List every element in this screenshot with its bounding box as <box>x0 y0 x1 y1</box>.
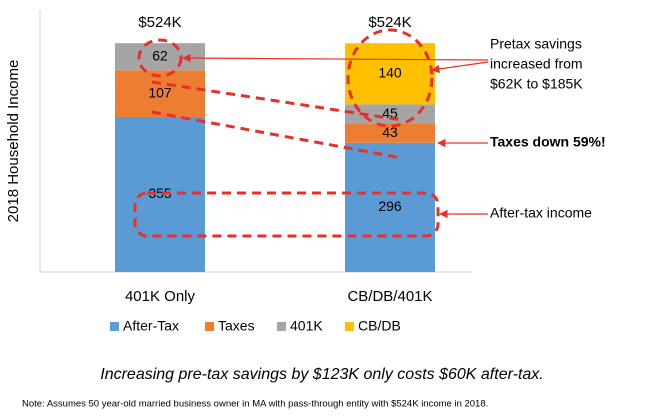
bar-segment <box>345 43 435 105</box>
annotation: Pretax savings <box>490 36 582 52</box>
annotation: After-tax income <box>490 205 592 221</box>
y-axis-label: 2018 Household Income <box>5 60 22 223</box>
legend-label: Taxes <box>218 318 255 334</box>
legend-swatch <box>345 322 354 331</box>
annotation: increased from <box>490 56 583 72</box>
data-label: 296 <box>378 198 402 214</box>
bar-segment <box>115 70 205 117</box>
x-tick-label: 401K Only <box>125 288 196 305</box>
legend-label: After-Tax <box>123 318 179 334</box>
x-tick-label: CB/DB/401K <box>347 288 432 305</box>
legend-swatch <box>110 322 119 331</box>
arrow <box>431 61 489 74</box>
legend-label: CB/DB <box>358 318 401 334</box>
highlight <box>151 80 403 122</box>
legend-swatch <box>205 322 214 331</box>
annotation: $62K to $185K <box>490 76 583 92</box>
annotation: Taxes down 59%! <box>490 134 606 150</box>
data-label: 355 <box>148 185 172 201</box>
legend-swatch <box>277 322 286 331</box>
data-label: 62 <box>152 47 168 63</box>
legend-label: 401K <box>290 318 323 334</box>
caption: Increasing pre-tax savings by $123K only… <box>100 366 544 383</box>
total-label: $524K <box>368 14 411 31</box>
bar-segment <box>345 123 435 143</box>
bar-segment <box>115 116 205 272</box>
data-label: 43 <box>382 124 398 140</box>
highlight <box>346 28 434 128</box>
note: Note: Assumes 50 year-old married busine… <box>22 399 488 410</box>
data-label: 107 <box>148 84 172 100</box>
highlight <box>133 191 440 238</box>
highlight <box>151 110 403 160</box>
total-label: $524K <box>138 14 181 31</box>
data-label: 140 <box>378 64 402 80</box>
highlight <box>137 38 183 78</box>
data-label: 45 <box>382 105 398 121</box>
bar-segment <box>345 142 435 272</box>
arrow <box>182 53 489 63</box>
